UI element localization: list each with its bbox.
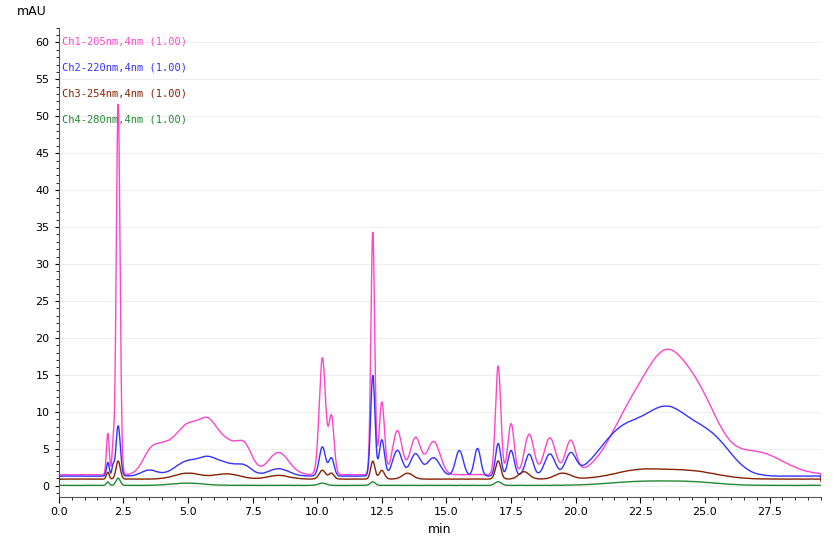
X-axis label: min: min [428, 523, 452, 536]
Text: mAU: mAU [17, 5, 46, 18]
Text: Ch3-254nm,4nm (1.00): Ch3-254nm,4nm (1.00) [63, 88, 188, 99]
Text: Ch2-220nm,4nm (1.00): Ch2-220nm,4nm (1.00) [63, 63, 188, 73]
Text: Ch1-205nm,4nm (1.00): Ch1-205nm,4nm (1.00) [63, 37, 188, 47]
Text: Ch4-280nm,4nm (1.00): Ch4-280nm,4nm (1.00) [63, 114, 188, 124]
